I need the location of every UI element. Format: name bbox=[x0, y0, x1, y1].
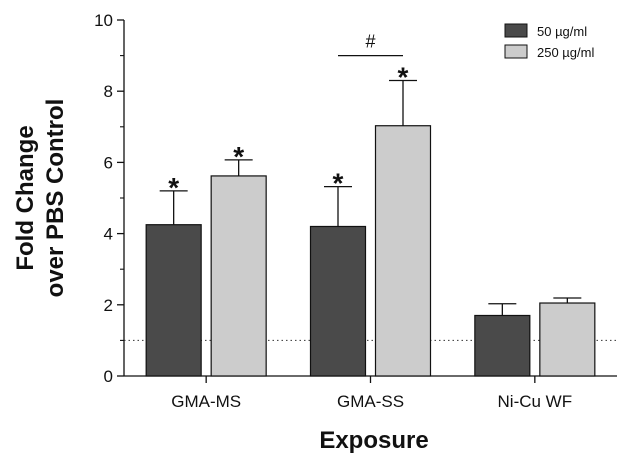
x-tick-label: Ni-Cu WF bbox=[498, 392, 573, 411]
bar bbox=[474, 314, 531, 377]
y-tick-label: 10 bbox=[94, 11, 113, 30]
legend-label: 50 µg/ml bbox=[537, 24, 587, 39]
x-tick-label: GMA-MS bbox=[171, 392, 241, 411]
bar bbox=[145, 224, 202, 377]
x-tick-label: GMA-SS bbox=[337, 392, 404, 411]
y-tick-label: 8 bbox=[104, 82, 113, 101]
y-tick-label: 4 bbox=[104, 225, 113, 244]
legend-swatch bbox=[504, 23, 528, 38]
bar bbox=[309, 225, 367, 377]
y-tick-label: 0 bbox=[104, 367, 113, 386]
y-tick-label: 6 bbox=[104, 153, 113, 172]
bar bbox=[374, 125, 432, 377]
bars: * * * * bbox=[145, 62, 596, 377]
y-tick-label: 2 bbox=[104, 296, 113, 315]
y-axis-title-line: Fold Change bbox=[12, 125, 39, 270]
x-axis-title: Exposure bbox=[319, 427, 428, 454]
significance-marker: * bbox=[333, 168, 344, 199]
y-axis: 0 2 4 6 8 10 bbox=[94, 11, 125, 386]
significance-marker: * bbox=[168, 172, 179, 203]
significance-marker: * bbox=[233, 141, 244, 172]
x-axis: GMA-MS GMA-SS Ni-Cu WF bbox=[124, 375, 617, 411]
bar bbox=[539, 302, 596, 377]
significance-marker: * bbox=[398, 62, 409, 93]
y-axis-title-line: over PBS Control bbox=[42, 99, 69, 298]
y-axis-title: Fold Change over PBS Control bbox=[12, 99, 69, 298]
legend-swatch bbox=[504, 44, 528, 59]
legend-label: 250 µg/ml bbox=[537, 45, 594, 60]
bar bbox=[210, 175, 267, 377]
legend: 50 µg/ml 250 µg/ml bbox=[504, 23, 594, 60]
comparison-brackets: # bbox=[338, 32, 403, 57]
comparison-label: # bbox=[365, 32, 375, 52]
